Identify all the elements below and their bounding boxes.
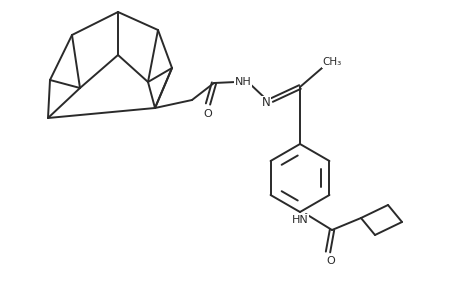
Text: HN: HN	[292, 215, 308, 225]
Text: O: O	[203, 109, 212, 119]
Text: N: N	[262, 97, 271, 110]
Text: NH: NH	[235, 77, 251, 87]
Text: O: O	[327, 256, 336, 266]
Text: CH₃: CH₃	[322, 57, 341, 67]
